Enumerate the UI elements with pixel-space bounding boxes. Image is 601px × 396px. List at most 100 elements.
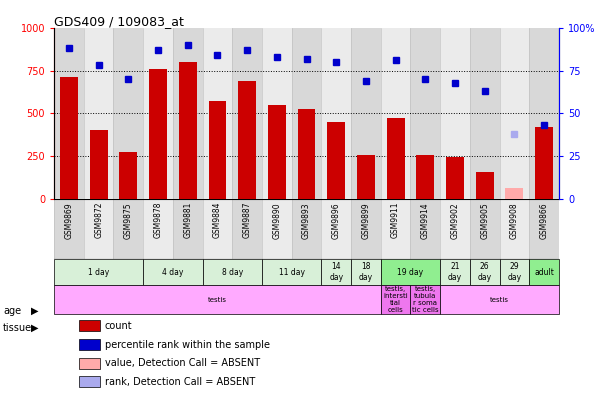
Bar [381, 259, 440, 285]
Bar [470, 259, 499, 285]
Bar [440, 259, 470, 285]
Bar [322, 259, 351, 285]
Bar [381, 28, 410, 199]
Text: testis,
tubula
r soma
tic cells: testis, tubula r soma tic cells [412, 286, 439, 313]
Bar [203, 28, 232, 199]
Bar [529, 199, 559, 259]
Text: GSM9875: GSM9875 [124, 202, 133, 239]
Text: 18
day: 18 day [359, 263, 373, 282]
Bar [262, 28, 291, 199]
Bar [535, 127, 553, 199]
Bar [54, 285, 381, 314]
Bar [54, 199, 84, 259]
Bar [357, 155, 375, 199]
Bar [173, 28, 203, 199]
Bar [499, 259, 529, 285]
Text: GSM9905: GSM9905 [480, 202, 489, 239]
Text: 21
day: 21 day [448, 263, 462, 282]
Text: GSM9908: GSM9908 [510, 202, 519, 239]
Text: 11 day: 11 day [279, 268, 305, 277]
Bar [416, 155, 434, 199]
Bar [114, 28, 143, 199]
Bar [149, 69, 167, 199]
Text: GSM9914: GSM9914 [421, 202, 430, 239]
Text: ▶: ▶ [31, 306, 38, 316]
Bar [410, 28, 440, 199]
Bar [232, 28, 262, 199]
Text: GSM9893: GSM9893 [302, 202, 311, 239]
Bar [291, 28, 322, 199]
Text: GSM9902: GSM9902 [451, 202, 460, 239]
Bar [410, 199, 440, 259]
Bar [499, 199, 529, 259]
Text: 14
day: 14 day [329, 263, 343, 282]
Text: GSM9878: GSM9878 [153, 202, 162, 238]
Bar [440, 199, 470, 259]
Bar [79, 320, 100, 331]
Text: GSM9872: GSM9872 [94, 202, 103, 238]
Text: 26
day: 26 day [478, 263, 492, 282]
Bar [84, 28, 114, 199]
Bar [79, 339, 100, 350]
Bar [114, 199, 143, 259]
Bar [322, 28, 351, 199]
Text: 19 day: 19 day [397, 268, 424, 277]
Bar [291, 199, 322, 259]
Bar [232, 199, 262, 259]
Text: 8 day: 8 day [222, 268, 243, 277]
Text: GSM9899: GSM9899 [361, 202, 370, 239]
Text: GSM9890: GSM9890 [272, 202, 281, 239]
Bar [328, 122, 345, 199]
Bar [54, 259, 143, 285]
Bar [203, 259, 262, 285]
Text: count: count [105, 321, 132, 331]
Bar [120, 152, 137, 199]
Bar [440, 28, 470, 199]
Text: GSM9896: GSM9896 [332, 202, 341, 239]
Text: testis: testis [208, 297, 227, 303]
Text: testis: testis [490, 297, 509, 303]
Bar [410, 285, 440, 314]
Bar [238, 81, 256, 199]
Text: ▶: ▶ [31, 323, 38, 333]
Text: GSM9911: GSM9911 [391, 202, 400, 238]
Text: value, Detection Call = ABSENT: value, Detection Call = ABSENT [105, 358, 260, 368]
Bar [499, 28, 529, 199]
Bar [529, 28, 559, 199]
Bar [60, 77, 78, 199]
Bar [79, 377, 100, 387]
Bar [351, 259, 381, 285]
Bar [440, 285, 559, 314]
Text: tissue: tissue [3, 323, 32, 333]
Bar [268, 105, 285, 199]
Text: 4 day: 4 day [162, 268, 183, 277]
Text: GDS409 / 109083_at: GDS409 / 109083_at [54, 15, 184, 28]
Bar [90, 130, 108, 199]
Bar [529, 259, 559, 285]
Bar [143, 259, 203, 285]
Bar [505, 188, 523, 199]
Bar [470, 199, 499, 259]
Bar [386, 118, 404, 199]
Bar [262, 199, 291, 259]
Text: 1 day: 1 day [88, 268, 109, 277]
Text: GSM9866: GSM9866 [540, 202, 549, 239]
Text: GSM9869: GSM9869 [64, 202, 73, 239]
Bar [143, 199, 173, 259]
Bar [381, 199, 410, 259]
Text: percentile rank within the sample: percentile rank within the sample [105, 339, 270, 350]
Bar [297, 109, 316, 199]
Bar [54, 28, 84, 199]
Bar [322, 199, 351, 259]
Text: adult: adult [534, 268, 554, 277]
Text: age: age [3, 306, 21, 316]
Text: rank, Detection Call = ABSENT: rank, Detection Call = ABSENT [105, 377, 255, 387]
Bar [79, 358, 100, 369]
Bar [446, 157, 464, 199]
Bar [351, 199, 381, 259]
Text: GSM9887: GSM9887 [243, 202, 252, 238]
Bar [143, 28, 173, 199]
Bar [203, 199, 232, 259]
Bar [209, 101, 227, 199]
Bar [173, 199, 203, 259]
